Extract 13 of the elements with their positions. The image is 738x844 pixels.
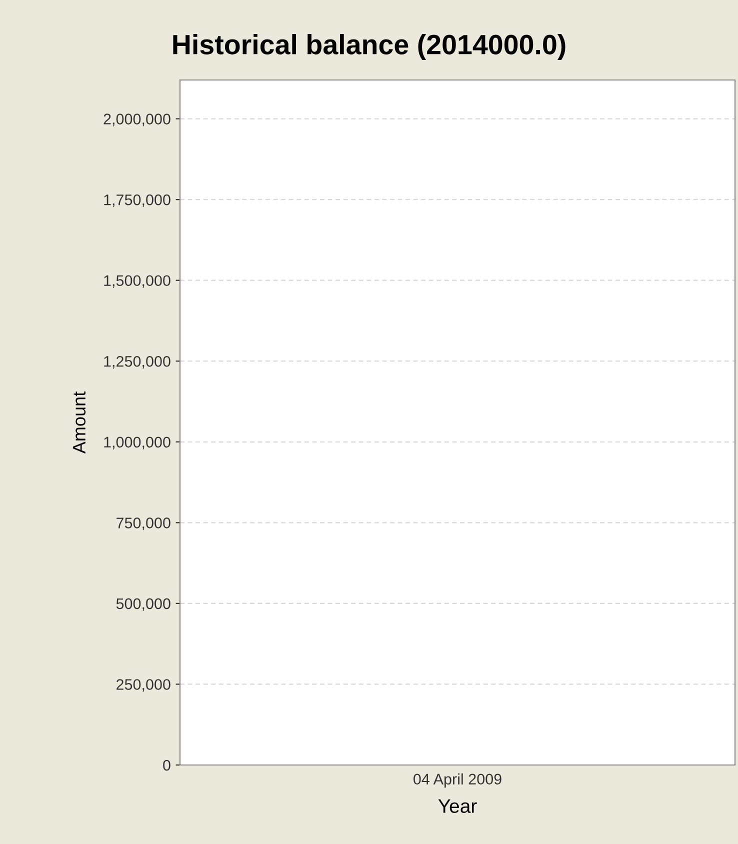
y-tick-label: 250,000 xyxy=(116,679,170,692)
y-axis-title: Amount xyxy=(72,392,86,454)
y-tick-label: 0 xyxy=(163,760,170,771)
y-tick-label: 750,000 xyxy=(116,518,170,530)
y-tick-label: 500,000 xyxy=(116,598,170,611)
chart-title: Historical balance (2014000.0) xyxy=(173,34,566,60)
y-tick-label: 2,000,000 xyxy=(104,114,170,126)
x-tick-label: 04 April 2009 xyxy=(414,773,502,788)
y-tick-label: 1,750,000 xyxy=(104,194,170,208)
y-tick-label: 1,000,000 xyxy=(104,436,170,450)
y-tick-label: 1,250,000 xyxy=(104,356,170,369)
y-tick-label: 1,500,000 xyxy=(104,275,170,288)
x-axis-title: Year xyxy=(438,799,477,813)
